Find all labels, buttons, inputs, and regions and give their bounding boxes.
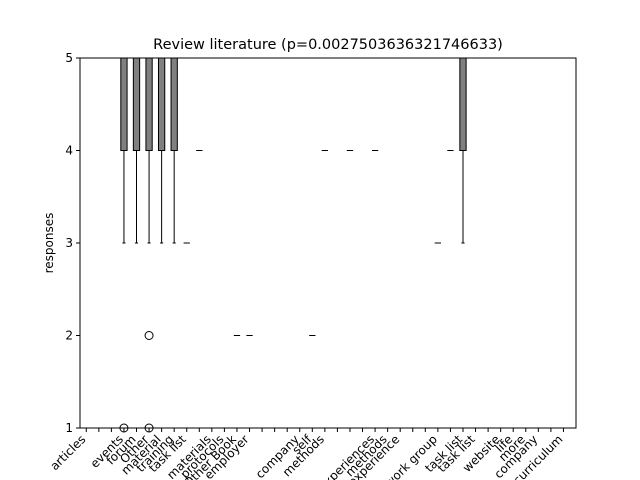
- y-tick-label: 2: [65, 329, 73, 343]
- chart-title: Review literature (p=0.00275036363217466…: [153, 37, 503, 53]
- box: [145, 57, 153, 151]
- box: [170, 57, 178, 151]
- x-tick-label: articles: [47, 432, 88, 473]
- y-tick-label: 4: [65, 144, 73, 158]
- y-tick-label: 1: [65, 421, 73, 435]
- box: [132, 57, 141, 151]
- box: [120, 57, 128, 151]
- box: [157, 57, 166, 151]
- flier-point: [144, 331, 154, 340]
- y-axis-label: responses: [42, 213, 56, 274]
- plot-frame: [79, 57, 577, 429]
- box: [459, 57, 467, 151]
- y-tick-label: 5: [65, 51, 73, 65]
- y-tick-label: 3: [65, 236, 73, 250]
